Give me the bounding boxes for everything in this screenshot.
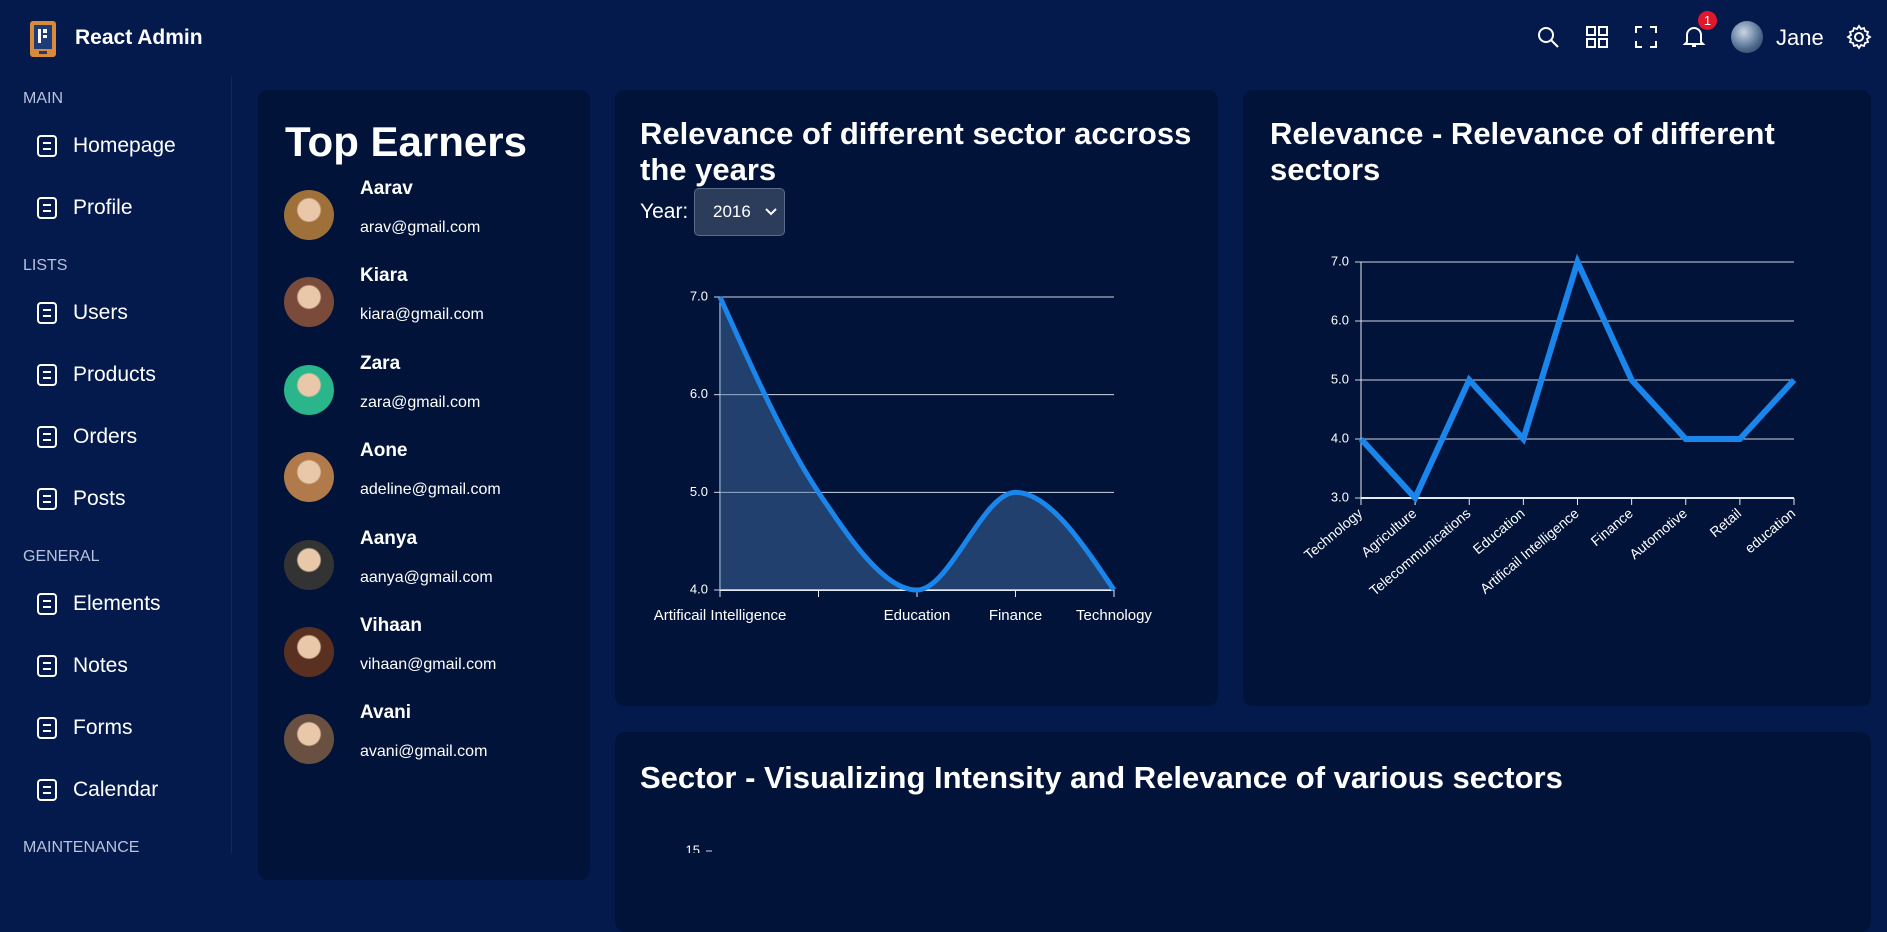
chart-card: Sector - Visualizing Intensity and Relev… <box>615 732 1871 932</box>
earner-name: Aone <box>360 440 408 462</box>
earner-email: vihaan@gmail.com <box>360 656 497 673</box>
sidebar: MAIN Homepage Profile LISTS Users Products Ord… <box>0 76 232 856</box>
menu-item[interactable]: Users <box>73 301 128 324</box>
chart-card: Relevance - Relevance of different secto… <box>1243 90 1871 706</box>
year-select[interactable]: 2016 <box>694 188 785 236</box>
earner-name: Aanya <box>360 527 418 549</box>
avatar <box>284 364 334 415</box>
section-title: LISTS <box>23 257 68 274</box>
avatar <box>284 452 334 503</box>
fullscreen-icon[interactable] <box>1634 25 1658 49</box>
card-title: Top Earners <box>285 118 527 165</box>
year-select-value: 2016 <box>713 202 751 221</box>
menu-icon <box>37 364 57 386</box>
menu-icon <box>37 426 57 448</box>
user-name[interactable]: Jane <box>1776 25 1824 50</box>
earner-email: aanya@gmail.com <box>360 568 493 586</box>
menu-item[interactable]: Profile <box>73 196 133 219</box>
menu-icon <box>37 302 57 324</box>
menu-icon <box>37 717 57 739</box>
earner-name: Vihaan <box>360 615 422 636</box>
menu-icon <box>37 593 57 615</box>
section-title: GENERAL <box>23 548 100 565</box>
menu-item[interactable]: Elements <box>73 592 161 615</box>
user-avatar[interactable] <box>1731 21 1763 53</box>
menu-item[interactable]: Forms <box>73 716 133 739</box>
menu-icon <box>37 779 57 801</box>
logo-text: React Admin <box>75 26 203 49</box>
avatar <box>284 714 334 765</box>
menu-icon <box>37 135 57 157</box>
earner-email: avani@gmail.com <box>360 743 488 761</box>
chart-title: Relevance of different sector accross th… <box>640 116 1192 187</box>
earner-email: zara@gmail.com <box>360 393 481 411</box>
search-icon[interactable] <box>1536 25 1560 49</box>
menu-icon <box>37 655 57 677</box>
apps-icon[interactable] <box>1585 25 1609 49</box>
earner-name: Avani <box>360 702 412 724</box>
earner-email: adeline@gmail.com <box>360 481 501 499</box>
menu-item[interactable]: Posts <box>73 487 126 510</box>
avatar <box>284 190 334 240</box>
earner-name: Zara <box>360 352 401 374</box>
notifications-icon[interactable] <box>1682 24 1706 50</box>
section-title: MAIN <box>23 90 63 107</box>
earner-email: kiara@gmail.com <box>360 306 484 324</box>
avatar <box>284 539 334 590</box>
earner-name: Aarav <box>360 178 413 199</box>
earner-name: Kiara <box>360 265 408 287</box>
avatar <box>284 627 334 677</box>
menu-item[interactable]: Orders <box>73 425 138 448</box>
top-bar: React Admin 1 Jane <box>0 0 1887 76</box>
avatar <box>284 277 334 328</box>
settings-icon[interactable] <box>1846 24 1872 50</box>
menu-icon <box>37 488 57 510</box>
chevron-icon <box>765 208 777 216</box>
menu-item[interactable]: Notes <box>73 654 128 677</box>
chart-title: Relevance - Relevance of different secto… <box>1270 116 1775 187</box>
notification-badge: 1 <box>1698 11 1717 30</box>
section-title: MAINTENANCE <box>23 839 140 856</box>
chart-card: Relevance of different sector accross th… <box>615 90 1218 706</box>
menu-item[interactable]: Calendar <box>73 778 159 801</box>
logo-icon <box>30 21 56 57</box>
menu-item[interactable]: Homepage <box>73 134 176 157</box>
menu-item[interactable]: Products <box>73 363 156 386</box>
chart-title: Sector - Visualizing Intensity and Relev… <box>640 760 1563 795</box>
filter-label: Year: <box>640 200 689 223</box>
menu-icon <box>37 197 57 219</box>
earner-email: arav@gmail.com <box>360 219 481 236</box>
